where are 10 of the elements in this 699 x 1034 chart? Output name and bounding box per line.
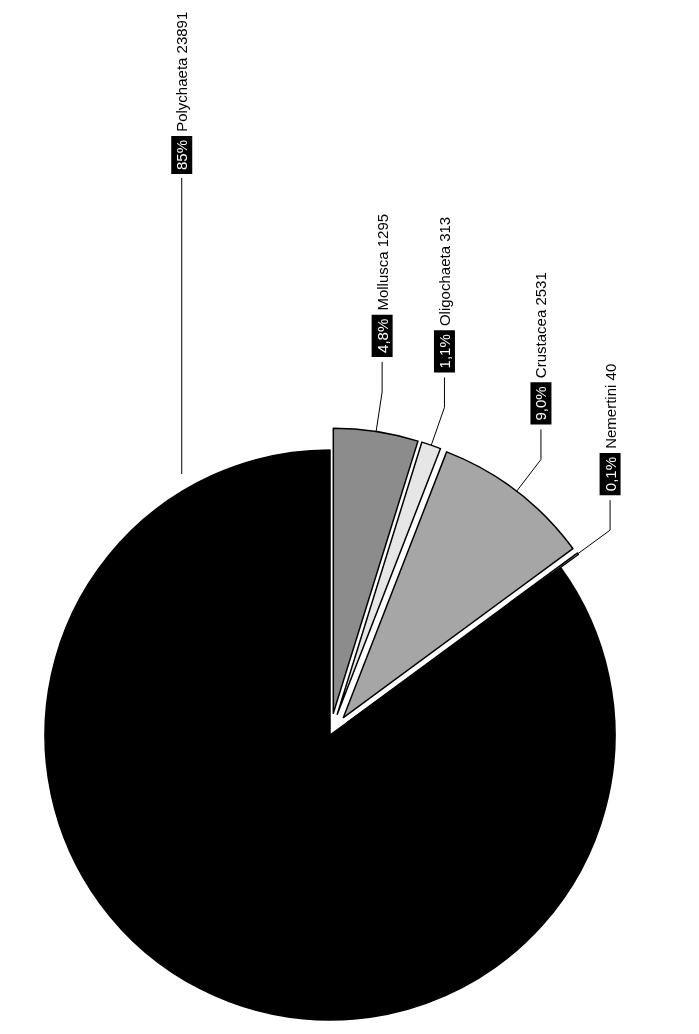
data-label: 0,1%	[601, 456, 619, 492]
slice-label: Oligochaeta 313	[435, 216, 453, 331]
data-label: 1,1%	[435, 334, 453, 369]
slice-label: Nemertini 40	[601, 363, 619, 453]
slice-label: Mollusca 1295	[373, 213, 391, 315]
data-label: 9,0%	[532, 386, 550, 421]
slice-label: Crustacea 2531	[532, 272, 550, 383]
slice-label: Polychaeta 23891	[173, 11, 191, 136]
data-label: 85%	[173, 139, 191, 170]
data-label: 4,8%	[373, 318, 391, 353]
